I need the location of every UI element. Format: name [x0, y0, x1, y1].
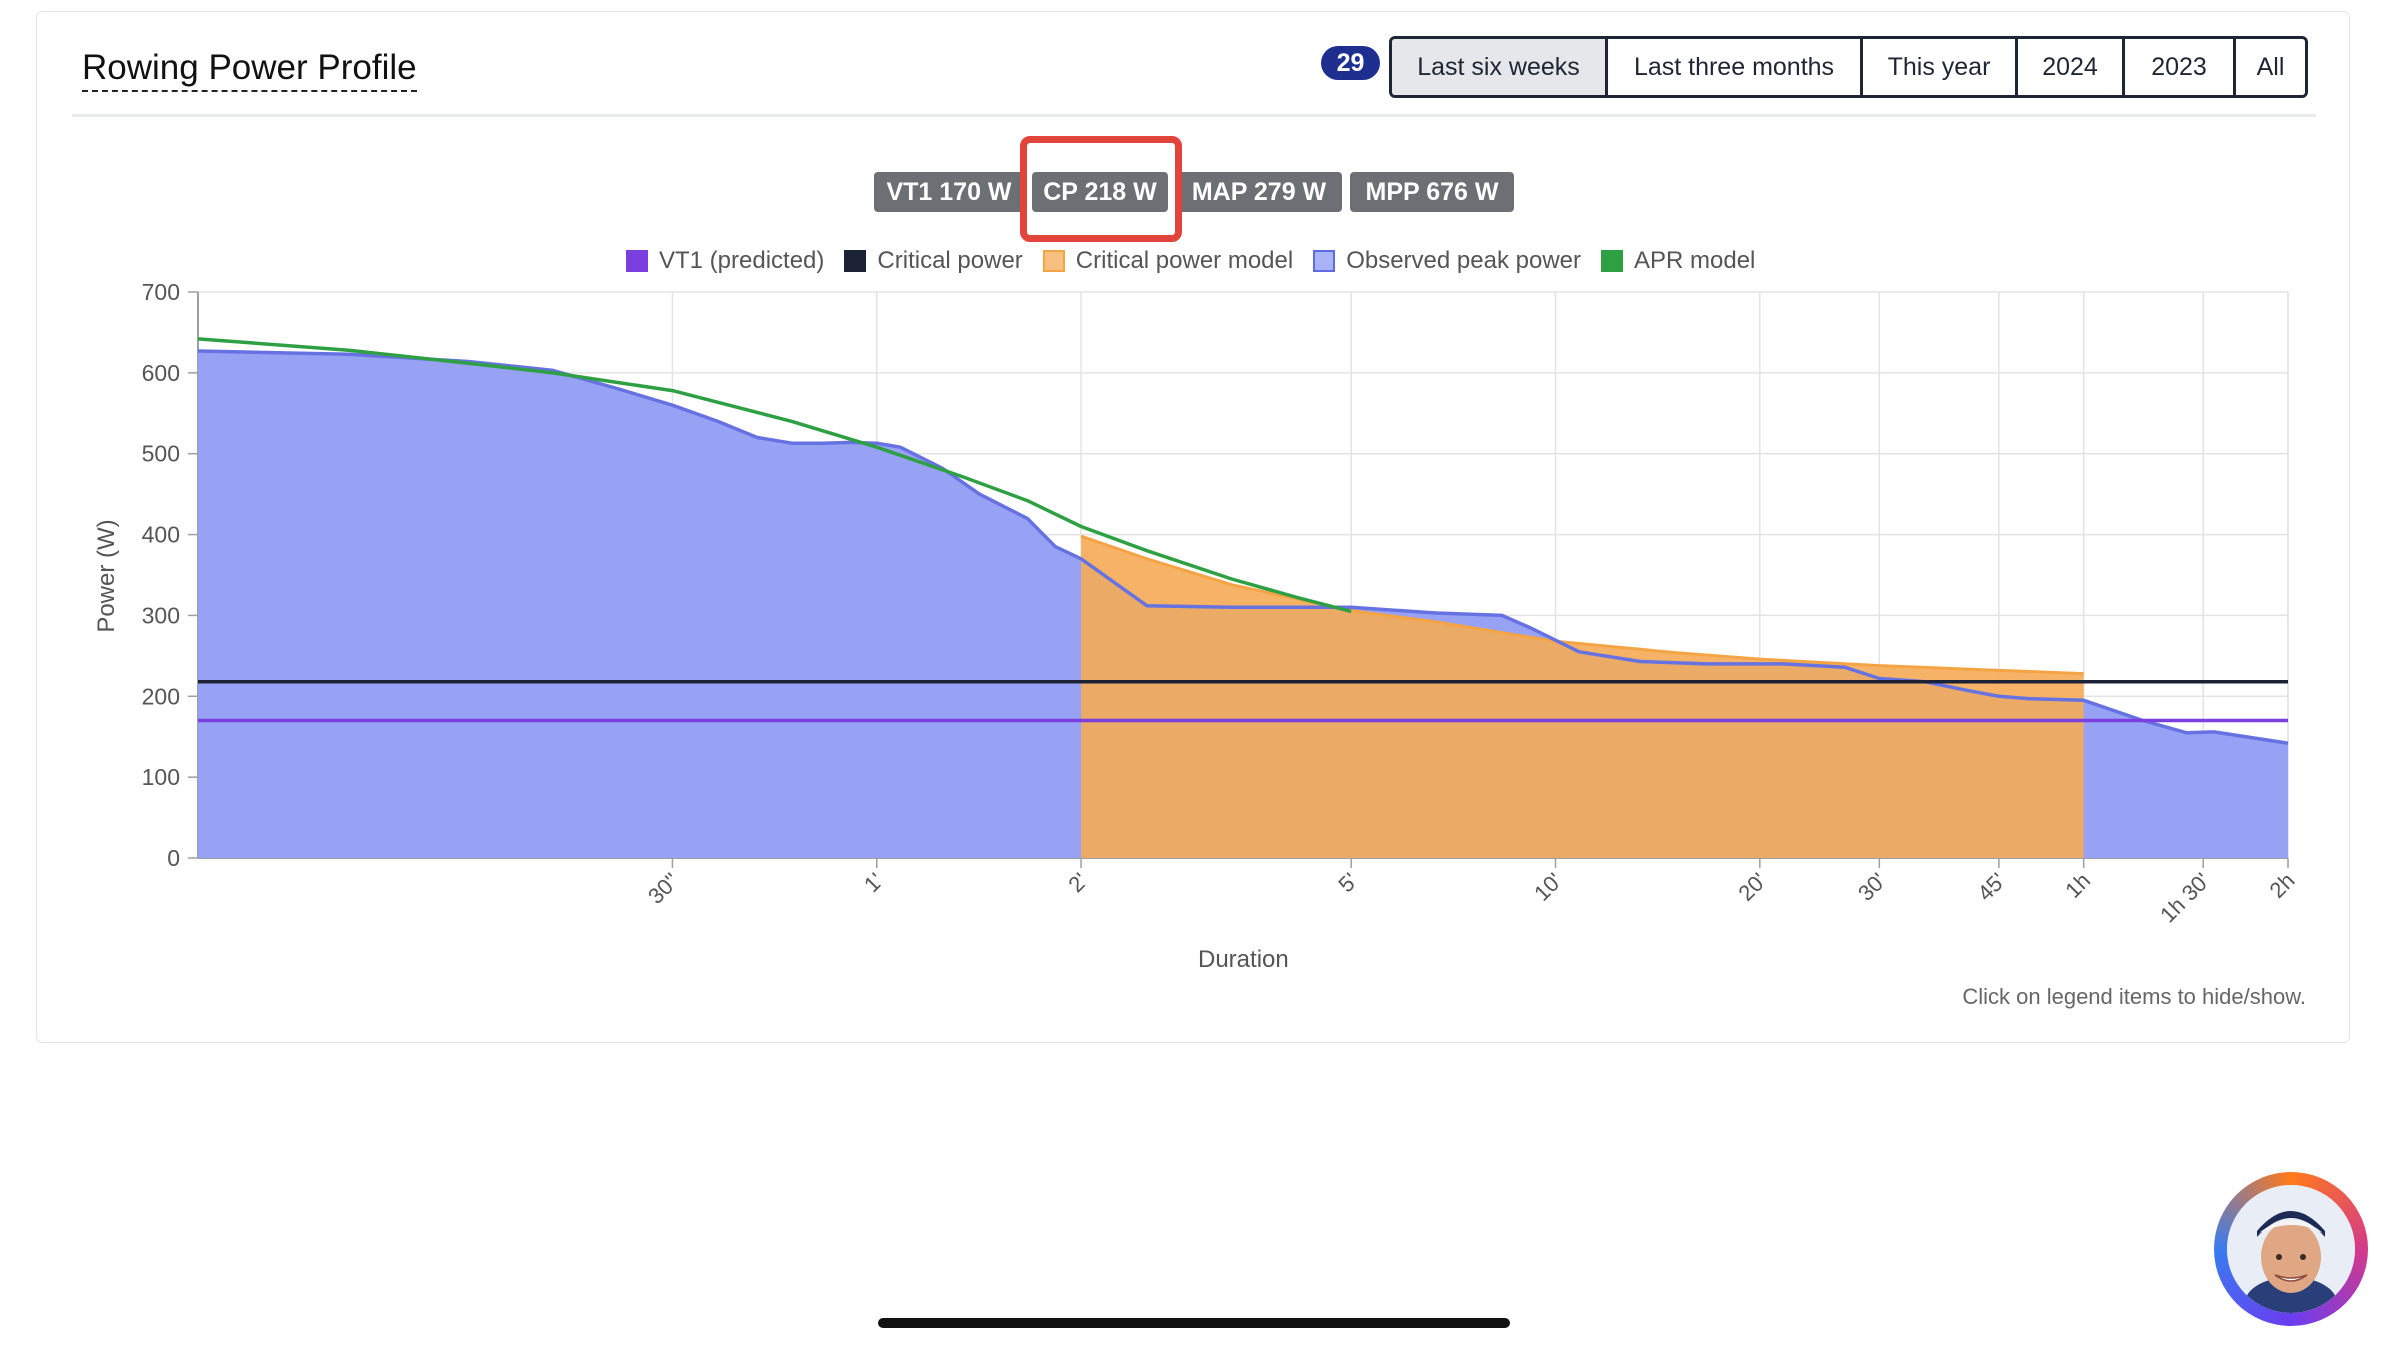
range-button-group: Last six weeks Last three months This ye…	[1389, 36, 2308, 98]
legend-swatch-cp-model	[1042, 250, 1065, 272]
legend-label-apr-model: APR model	[1633, 247, 1756, 274]
legend-swatch-observed-peak	[1313, 250, 1336, 272]
y-tick-label: 200	[142, 683, 180, 709]
x-tick-label: 5'	[1333, 868, 1362, 897]
x-tick-label: 30''	[643, 868, 684, 909]
legend-hint: Click on legend items to hide/show.	[1962, 984, 2306, 1009]
y-axis-title: Power (W)	[93, 519, 120, 633]
range-this-year-button[interactable]: This year	[1863, 39, 2018, 95]
home-indicator	[878, 1318, 1510, 1328]
apr-model-line	[197, 337, 1352, 614]
cp-model-area	[1081, 536, 2084, 858]
x-tick-label: 45'	[1972, 868, 2010, 906]
header-divider	[72, 114, 2316, 117]
legend-vt1[interactable]: VT1 (predicted)	[626, 247, 824, 275]
x-tick-label: 20'	[1733, 868, 1771, 906]
y-tick-label: 400	[142, 522, 180, 548]
legend-observed-peak[interactable]: Observed peak power	[1313, 247, 1581, 275]
x-tick-label: 1'	[859, 868, 888, 897]
vt1-chip: VT1 170 W	[874, 172, 1024, 212]
y-tick-label: 100	[142, 764, 180, 790]
cp-chip: CP 218 W	[1032, 172, 1168, 212]
x-tick-label: 2h	[2265, 868, 2300, 903]
observed-peak-line	[197, 349, 2289, 745]
legend-apr-model[interactable]: APR model	[1600, 247, 1756, 275]
y-tick-label: 0	[167, 845, 180, 871]
assistant-avatar-button[interactable]	[2214, 1172, 2368, 1326]
range-2024-button[interactable]: 2024	[2018, 39, 2125, 95]
mpp-chip: MPP 676 W	[1350, 172, 1514, 212]
y-tick-label: 700	[142, 279, 180, 305]
x-tick-label: 10'	[1529, 868, 1567, 906]
x-tick-label: 2'	[1063, 868, 1092, 897]
y-tick-label: 600	[142, 360, 180, 386]
x-tick-label: 1h 30'	[2155, 868, 2215, 928]
legend-swatch-vt1	[626, 250, 648, 272]
cp-highlight-box	[1020, 136, 1182, 242]
count-badge: 29	[1321, 46, 1380, 80]
range-last-three-months-button[interactable]: Last three months	[1608, 39, 1863, 95]
y-tick-label: 300	[142, 602, 180, 628]
x-axis-title: Duration	[1198, 946, 1289, 973]
chart-legend: VT1 (predicted) Critical power Critical …	[626, 244, 1775, 278]
legend-critical-power[interactable]: Critical power	[844, 247, 1023, 275]
avatar-illustration-icon	[2227, 1185, 2355, 1313]
legend-label-vt1: VT1 (predicted)	[659, 247, 825, 274]
range-2023-button[interactable]: 2023	[2125, 39, 2236, 95]
legend-swatch-apr-model	[1600, 250, 1623, 272]
legend-label-observed-peak: Observed peak power	[1346, 247, 1581, 274]
legend-label-cp-model: Critical power model	[1075, 247, 1294, 274]
card-title[interactable]: Rowing Power Profile	[82, 48, 417, 92]
legend-cp-model[interactable]: Critical power model	[1042, 247, 1294, 275]
map-chip: MAP 279 W	[1176, 172, 1342, 212]
legend-label-critical-power: Critical power	[877, 247, 1023, 274]
y-tick-label: 500	[142, 441, 180, 467]
x-tick-label: 1h	[2060, 868, 2095, 903]
x-tick-label: 30'	[1853, 868, 1891, 906]
avatar-face-icon	[2227, 1185, 2355, 1313]
legend-swatch-critical-power	[844, 250, 867, 272]
range-last-six-weeks-button[interactable]: Last six weeks	[1392, 39, 1608, 95]
range-all-button[interactable]: All	[2236, 39, 2305, 95]
